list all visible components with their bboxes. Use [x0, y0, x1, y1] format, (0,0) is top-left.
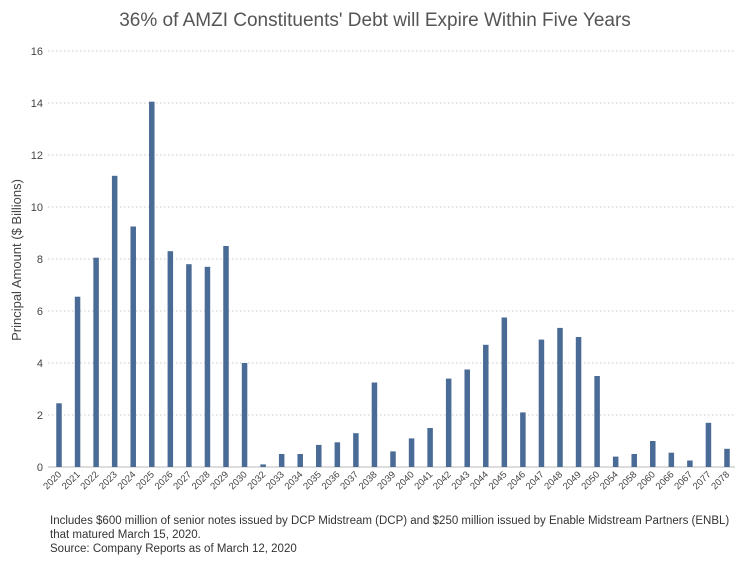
y-axis-label: Principal Amount ($ Billions): [9, 179, 24, 341]
bar-2033: [278, 454, 285, 467]
x-tick-label: 2039: [375, 469, 398, 492]
bar-2058: [631, 454, 637, 467]
x-tick-label: 2027: [171, 469, 194, 492]
footnote-source: Source: Company Reports as of March 12, …: [50, 543, 297, 555]
bar-2060: [650, 441, 656, 467]
x-tick-label: 2037: [338, 469, 361, 492]
bar-2043: [464, 369, 470, 467]
bar-2046: [520, 412, 526, 467]
x-tick-label: 2034: [283, 469, 306, 492]
x-tick-label: 2040: [394, 469, 417, 492]
x-tick-label: 2029: [208, 469, 231, 492]
x-tick-label: 2026: [153, 469, 176, 492]
bar-2042: [445, 378, 452, 467]
x-tick-label: 2049: [561, 469, 584, 492]
bar-2020: [56, 403, 62, 467]
bar-2029: [223, 246, 229, 467]
x-tick-label: 2044: [468, 469, 491, 492]
bar-2066: [668, 452, 675, 467]
bar-2027: [186, 264, 192, 467]
bar-2049: [575, 337, 582, 467]
y-tick-label: 12: [31, 150, 43, 162]
x-tick-label: 2024: [116, 469, 139, 492]
x-tick-label: 2038: [357, 469, 380, 492]
y-tick-label: 4: [37, 358, 43, 370]
x-tick-label: 2048: [542, 469, 565, 492]
bar-2035: [316, 444, 322, 467]
x-tick-label: 2021: [60, 469, 83, 492]
x-tick-label: 2020: [41, 469, 64, 492]
bar-2030: [241, 363, 248, 467]
x-tick-label: 2077: [691, 469, 714, 492]
x-tick-label: 2025: [134, 469, 157, 492]
x-tick-label: 2078: [709, 469, 732, 492]
x-tick-label: 2030: [227, 469, 250, 492]
x-tick-label: 2054: [598, 469, 621, 492]
bar-2028: [204, 266, 211, 467]
x-tick-label: 2032: [246, 469, 269, 492]
bar-2048: [557, 327, 563, 467]
x-tick-label: 2046: [505, 469, 528, 492]
x-tick-label: 2060: [635, 469, 658, 492]
y-tick-label: 10: [31, 202, 43, 214]
x-tick-label: 2041: [413, 469, 436, 492]
x-axis-ticks: 2020202120222023202420252026202720282029…: [41, 469, 732, 492]
y-tick-label: 16: [31, 46, 43, 58]
x-tick-label: 2043: [450, 469, 473, 492]
y-tick-label: 14: [31, 98, 43, 110]
bar-2022: [93, 257, 99, 467]
bar-2050: [594, 376, 600, 467]
chart-title: 36% of AMZI Constituents' Debt will Expi…: [119, 10, 631, 31]
x-tick-label: 2058: [617, 469, 640, 492]
bar-2044: [483, 344, 489, 467]
bar-2023: [111, 175, 118, 468]
bar-2025: [149, 101, 155, 467]
x-tick-label: 2045: [487, 469, 510, 492]
bar-2040: [408, 438, 415, 467]
x-tick-label: 2047: [524, 469, 547, 492]
bar-2039: [390, 451, 396, 467]
bar-2067: [687, 460, 693, 467]
y-tick-label: 0: [37, 462, 43, 474]
bar-2037: [353, 433, 359, 467]
footnote: Includes $600 million of senior notes is…: [50, 514, 740, 556]
x-tick-label: 2042: [431, 469, 454, 492]
y-tick-label: 6: [37, 306, 43, 318]
bar-2078: [724, 448, 730, 467]
x-tick-label: 2035: [301, 469, 324, 492]
bar-2032: [260, 464, 266, 467]
x-tick-label: 2036: [320, 469, 343, 492]
bar-2047: [538, 339, 545, 467]
x-tick-label: 2066: [654, 469, 677, 492]
y-axis-ticks: 0 2 4 6 8 10 12 14 16: [31, 46, 43, 474]
x-tick-label: 2023: [97, 469, 120, 492]
x-tick-label: 2050: [580, 469, 603, 492]
bar-2038: [371, 382, 378, 467]
bar-2077: [705, 422, 712, 467]
bar-2024: [130, 226, 136, 467]
footnote-note: Includes $600 million of senior notes is…: [50, 515, 730, 541]
x-tick-label: 2022: [79, 469, 102, 492]
bar-2041: [427, 428, 433, 467]
bar-2026: [167, 251, 174, 467]
bars: [56, 101, 730, 468]
x-tick-label: 2028: [190, 469, 213, 492]
bar-2045: [501, 317, 508, 467]
bar-2034: [297, 454, 303, 467]
y-tick-label: 2: [37, 410, 43, 422]
y-tick-label: 8: [37, 254, 43, 266]
bar-2036: [334, 442, 341, 467]
x-tick-label: 2067: [672, 469, 695, 492]
x-tick-label: 2033: [264, 469, 287, 492]
bar-2054: [612, 456, 619, 467]
bar-2021: [74, 296, 81, 467]
